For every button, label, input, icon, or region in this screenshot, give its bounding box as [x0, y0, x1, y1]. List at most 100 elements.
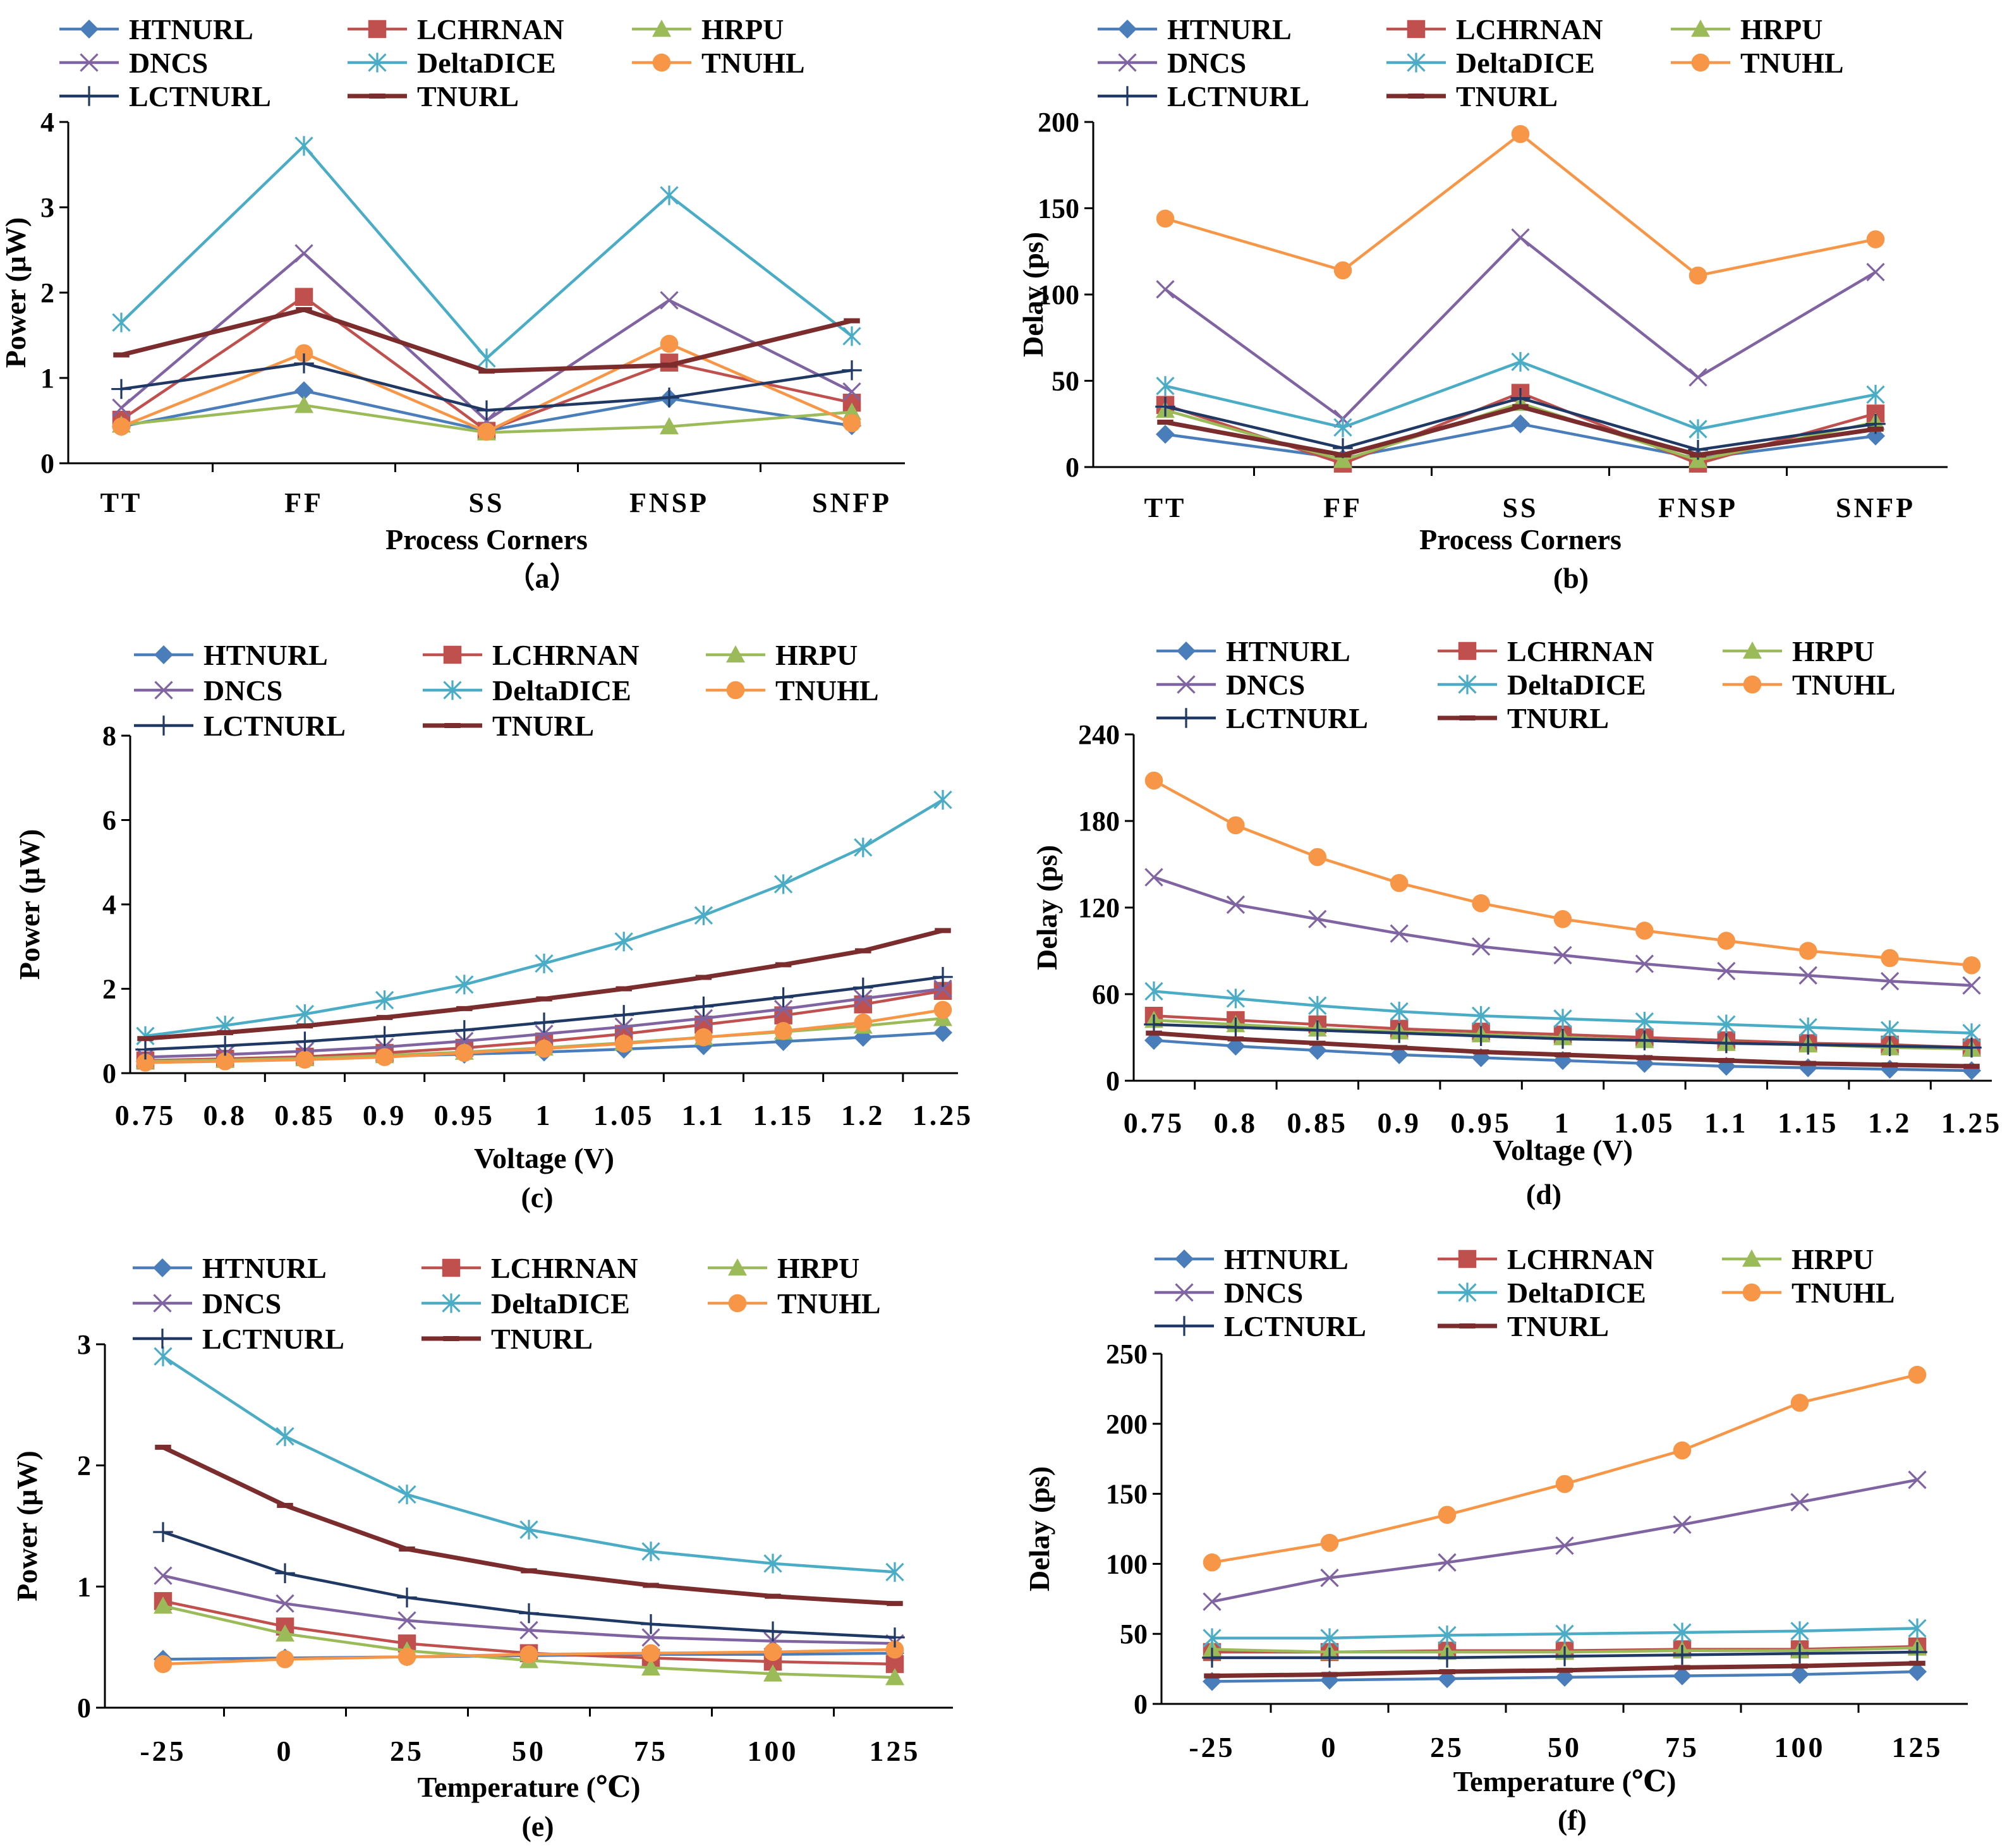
- data-point-tnuhl: [1962, 956, 1981, 975]
- data-point-lctnurl: [1716, 1033, 1737, 1054]
- data-point-lctnurl: [1155, 396, 1175, 417]
- y-tick-label: 3: [77, 1329, 91, 1360]
- data-point-tnurl: [1472, 1049, 1489, 1055]
- data-point-hrpu: [660, 416, 679, 435]
- legend-marker: [154, 681, 173, 700]
- legend-label: HTNURL: [1226, 635, 1350, 667]
- data-point-dncs: [154, 1566, 173, 1585]
- panel-caption: (b): [1553, 562, 1589, 594]
- data-point-tnuhl: [1881, 949, 1899, 968]
- y-tick-label: 100: [1038, 279, 1079, 310]
- data-point-tnurl: [1690, 452, 1706, 458]
- legend: HTNURL LCHRNAN HRPU DNCS DeltaDICE TNUHL LCTNU…: [1098, 13, 1844, 112]
- legend-item-tnuhl: TNUHL: [1671, 47, 1844, 79]
- y-tick-label: 50: [1120, 1619, 1148, 1650]
- data-point-hrpu: [276, 1624, 294, 1642]
- series-tnuhl: [136, 1000, 952, 1072]
- data-point-deltadice: [1790, 1621, 1809, 1641]
- x-tick-label: 1: [536, 1099, 553, 1131]
- data-point-tnuhl: [1908, 1365, 1927, 1384]
- data-point-tnuhl: [215, 1052, 234, 1071]
- chart-d: 0 60 120 180 240 0.75 0.8 0.85 0.9 0.95 1 1.05 1.1 1.…: [1031, 635, 1999, 1210]
- data-point-deltadice: [535, 953, 554, 973]
- data-point-tnurl: [1227, 1036, 1244, 1042]
- legend-marker: [443, 645, 462, 664]
- data-point-dncs: [1717, 961, 1736, 981]
- data-point-tnurl: [1335, 452, 1351, 458]
- legend-label: TNURL: [1507, 1310, 1609, 1342]
- legend-label: TNUHL: [1792, 669, 1896, 701]
- data-point-lctnurl: [1962, 1037, 1982, 1058]
- data-point-tnurl: [155, 1444, 171, 1450]
- y-tick-label: 0: [1106, 1066, 1120, 1097]
- data-point-dncs: [694, 1009, 713, 1028]
- x-axis-title: Temperature (℃): [418, 1771, 641, 1803]
- panel-caption: (c): [521, 1181, 553, 1213]
- series-deltadice: [112, 136, 861, 368]
- legend-marker: [1177, 641, 1196, 660]
- panel-caption: (f): [1558, 1804, 1587, 1836]
- x-tick-label: 1.1: [1704, 1107, 1749, 1139]
- data-point-deltadice: [375, 990, 394, 1011]
- data-point-hrpu: [294, 396, 313, 413]
- data-point-tnuhl: [1790, 1394, 1809, 1412]
- legend-item-tnuhl: TNUHL: [632, 47, 805, 79]
- data-point-lctnurl: [1389, 1023, 1409, 1043]
- data-point-deltadice: [885, 1562, 904, 1582]
- x-tick-label: 0.75: [115, 1099, 176, 1131]
- data-point-tnurl: [1146, 1030, 1162, 1036]
- legend-marker: [1177, 675, 1196, 694]
- data-point-lctnurl: [1437, 1648, 1457, 1668]
- legend-marker: [368, 52, 387, 73]
- y-axis-title: Delay (ps): [1023, 1466, 1055, 1591]
- data-point-dncs: [276, 1594, 294, 1613]
- y-tick-label: 3: [40, 192, 54, 223]
- legend-item-htnurl: HTNURL: [133, 1252, 327, 1284]
- y-tick-label: 0: [1065, 452, 1079, 483]
- legend-label: TNUHL: [777, 1287, 881, 1320]
- x-tick-label: -25: [140, 1735, 186, 1767]
- data-point-dncs: [535, 1024, 554, 1043]
- y-axis-title: Power (μW): [0, 217, 32, 368]
- data-point-tnurl: [277, 1502, 293, 1508]
- y-tick-label: 0: [1134, 1689, 1148, 1720]
- x-tick-label: 0.95: [1450, 1107, 1512, 1139]
- data-point-tnurl: [695, 975, 712, 980]
- data-point-dncs: [1689, 368, 1707, 387]
- y-tick-label: 120: [1078, 892, 1120, 923]
- data-point-lctnurl: [1790, 1643, 1810, 1663]
- y-tick-label: 2: [77, 1450, 91, 1481]
- data-point-tnuhl: [660, 334, 679, 353]
- legend-item-dncs: DNCS: [59, 47, 208, 79]
- data-point-htnurl: [1908, 1662, 1927, 1682]
- data-point-dncs: [614, 1017, 633, 1036]
- data-point-lctnurl: [693, 996, 714, 1017]
- legend-item-deltadice: DeltaDICE: [1386, 47, 1595, 79]
- data-point-dncs: [1390, 924, 1409, 943]
- x-tick-label: 50: [1548, 1731, 1582, 1763]
- data-point-dncs: [773, 999, 793, 1019]
- x-tick-label: 25: [1430, 1731, 1464, 1763]
- legend-label: HTNURL: [1167, 13, 1292, 46]
- legend-label: DeltaDICE: [491, 1287, 630, 1320]
- data-point-tnurl: [1512, 404, 1529, 410]
- legend: HTNURL LCHRNAN HRPU DNCS DeltaDICE TNUHL LCTNU…: [59, 13, 805, 112]
- series-line-tnuhl: [1165, 132, 1876, 277]
- data-point-deltadice: [1798, 1017, 1817, 1038]
- data-point-deltadice: [763, 1553, 782, 1574]
- data-point-lctnurl: [1798, 1035, 1818, 1055]
- data-point-dncs: [1308, 909, 1327, 928]
- data-point-htnurl: [1511, 414, 1530, 434]
- data-point-dncs: [1471, 937, 1491, 956]
- data-point-hrpu: [1333, 451, 1352, 468]
- data-point-lctnurl: [614, 1005, 634, 1025]
- data-point-tnurl: [1157, 420, 1173, 425]
- legend-marker: [1117, 86, 1137, 106]
- y-tick-label: 200: [1038, 107, 1079, 138]
- data-point-lctnurl: [215, 1035, 235, 1056]
- data-point-lctnurl: [454, 1020, 475, 1040]
- data-point-lchrnan: [294, 288, 313, 306]
- series-dncs: [1203, 1470, 1927, 1611]
- legend-item-tnurl: TNURL: [1438, 702, 1609, 734]
